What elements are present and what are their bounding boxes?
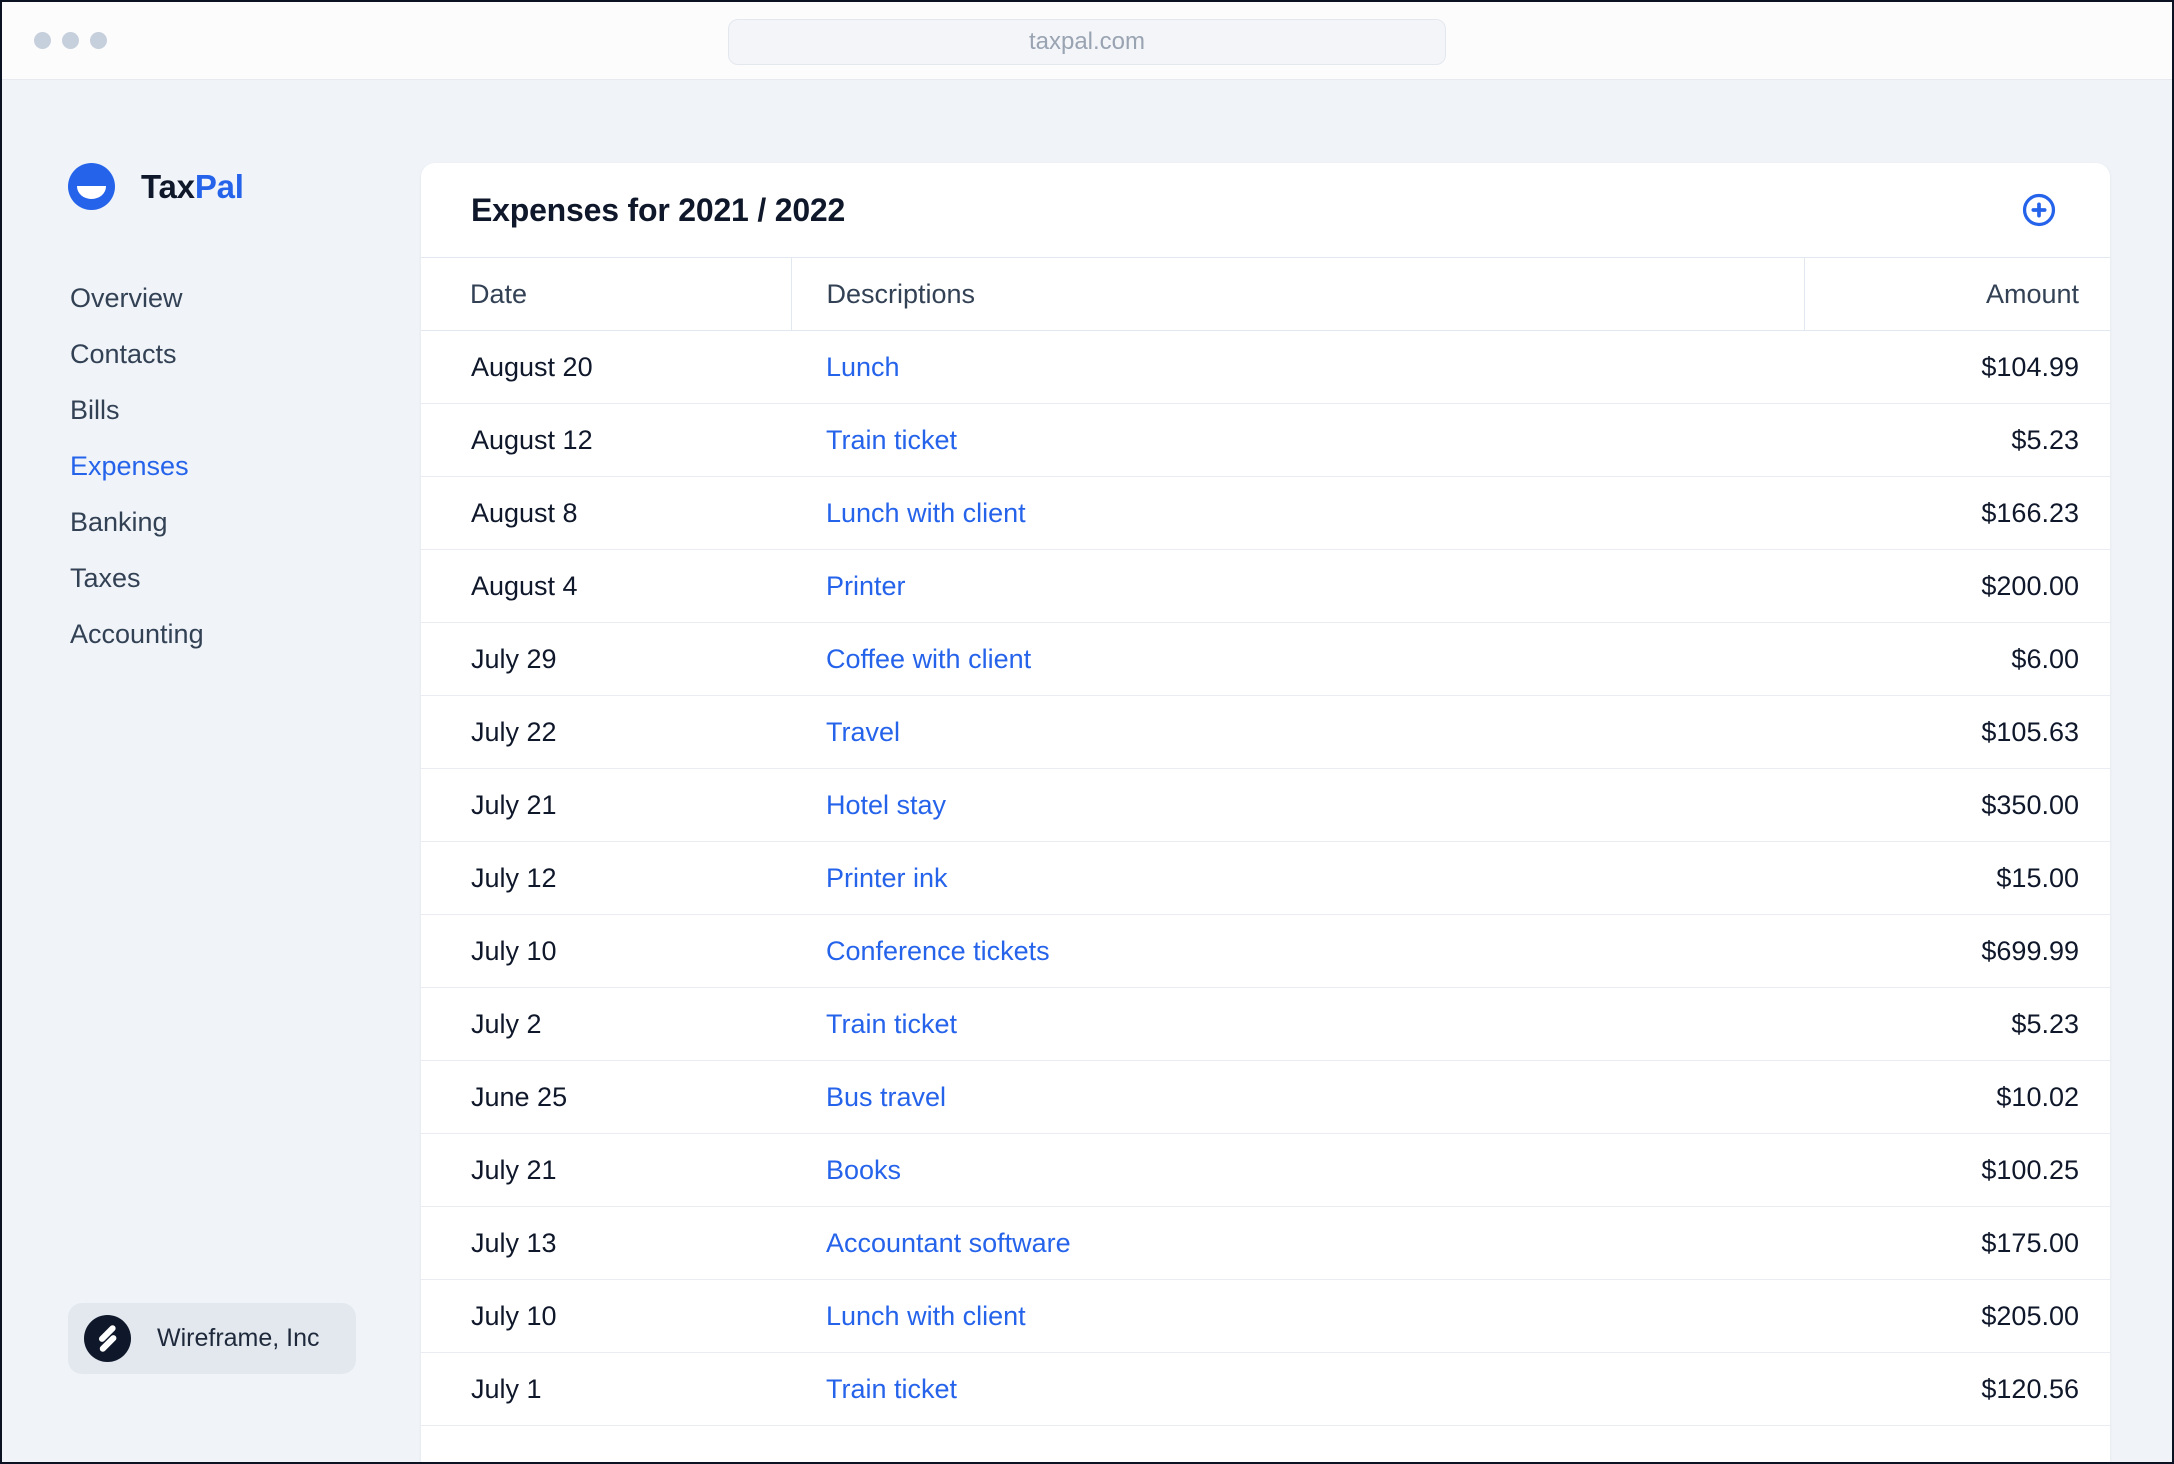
- table-row: July 2 Train ticket $5.23: [421, 987, 2110, 1061]
- sidebar-item-bills[interactable]: Bills: [70, 394, 120, 425]
- workspace-badge[interactable]: Wireframe, Inc: [68, 1303, 356, 1374]
- expense-description-link[interactable]: Lunch: [826, 351, 900, 382]
- expense-description-link[interactable]: Hotel stay: [826, 789, 947, 820]
- expense-date: August 8: [421, 476, 791, 550]
- expense-description-link[interactable]: Lunch with client: [826, 1300, 1026, 1331]
- expense-date: July 10: [421, 914, 791, 988]
- taxpal-logo-icon: [68, 163, 115, 210]
- add-expense-button[interactable]: [2022, 193, 2056, 227]
- expense-description-link[interactable]: Printer ink: [826, 862, 948, 893]
- expense-amount: $5.23: [1804, 987, 2110, 1061]
- table-row: July 22 Travel $105.63: [421, 695, 2110, 769]
- expense-description-link[interactable]: Train ticket: [826, 1373, 958, 1404]
- expense-description-link[interactable]: Train ticket: [826, 424, 958, 455]
- expense-date: July 12: [421, 841, 791, 915]
- expense-date: August 12: [421, 403, 791, 477]
- expense-date: August 20: [421, 330, 791, 404]
- sidebar-nav: Overview Contacts Bills Expenses Banking Taxe…: [70, 270, 204, 662]
- expense-date: July 13: [421, 1206, 791, 1280]
- table-header: Date Descriptions Amount: [421, 257, 2110, 331]
- expense-description-link[interactable]: Train ticket: [826, 1008, 958, 1039]
- expense-description-link[interactable]: Accountant software: [826, 1227, 1071, 1258]
- expense-date: July 22: [421, 695, 791, 769]
- expense-description-link[interactable]: Books: [826, 1154, 902, 1185]
- brand-name-secondary: Pal: [194, 167, 244, 205]
- expense-description-link[interactable]: Bus travel: [826, 1081, 947, 1112]
- table-row: July 13 Accountant software $175.00: [421, 1206, 2110, 1280]
- sidebar-item-expenses[interactable]: Expenses: [70, 450, 189, 481]
- expense-amount: $200.00: [1804, 549, 2110, 623]
- plus-circle-icon: [2022, 193, 2056, 227]
- card-header: Expenses for 2021 / 2022: [421, 163, 2110, 257]
- expense-amount: $166.23: [1804, 476, 2110, 550]
- expense-amount: $175.00: [1804, 1206, 2110, 1280]
- table-row: August 4 Printer $200.00: [421, 549, 2110, 623]
- table-body: August 20 Lunch $104.99 August 12 Train …: [421, 330, 2110, 1426]
- expense-amount: $205.00: [1804, 1279, 2110, 1353]
- logo-moon-shape: [77, 186, 106, 199]
- table-row: August 20 Lunch $104.99: [421, 330, 2110, 404]
- window-controls: [34, 2, 107, 79]
- window-dot[interactable]: [62, 32, 79, 49]
- expense-amount: $105.63: [1804, 695, 2110, 769]
- table-row: July 10 Conference tickets $699.99: [421, 914, 2110, 988]
- expense-description-link[interactable]: Travel: [826, 716, 901, 747]
- url-text: taxpal.com: [1028, 28, 1146, 55]
- expense-amount: $350.00: [1804, 768, 2110, 842]
- taxpal-logo[interactable]: TaxPal: [68, 163, 244, 210]
- expense-amount: $699.99: [1804, 914, 2110, 988]
- app-body: TaxPal Overview Contacts Bills Expenses Bank…: [2, 80, 2172, 1462]
- workspace-name: Wireframe, Inc: [157, 1324, 320, 1352]
- table-row: July 21 Books $100.25: [421, 1133, 2110, 1207]
- expenses-table: Date Descriptions Amount August 20 Lunch…: [421, 257, 2110, 1426]
- sidebar-item-accounting[interactable]: Accounting: [70, 618, 204, 649]
- wireframe-logo-icon: [84, 1315, 131, 1362]
- sidebar-item-banking[interactable]: Banking: [70, 506, 168, 537]
- expense-amount: $15.00: [1804, 841, 2110, 915]
- sidebar-item-overview[interactable]: Overview: [70, 282, 183, 313]
- expense-date: June 25: [421, 1060, 791, 1134]
- table-row: July 29 Coffee with client $6.00: [421, 622, 2110, 696]
- table-row: July 21 Hotel stay $350.00: [421, 768, 2110, 842]
- window-dot[interactable]: [90, 32, 107, 49]
- expense-date: July 2: [421, 987, 791, 1061]
- sidebar-item-contacts[interactable]: Contacts: [70, 338, 177, 369]
- table-row: June 25 Bus travel $10.02: [421, 1060, 2110, 1134]
- brand-name: TaxPal: [141, 168, 244, 206]
- expense-date: July 21: [421, 768, 791, 842]
- column-header-descriptions: Descriptions: [790, 257, 1804, 331]
- sidebar-item-taxes[interactable]: Taxes: [70, 562, 141, 593]
- table-row: July 10 Lunch with client $205.00: [421, 1279, 2110, 1353]
- table-row: July 12 Printer ink $15.00: [421, 841, 2110, 915]
- expense-date: July 10: [421, 1279, 791, 1353]
- expenses-card: Expenses for 2021 / 2022 Date Descriptio…: [421, 163, 2110, 1462]
- expense-amount: $100.25: [1804, 1133, 2110, 1207]
- expense-description-link[interactable]: Printer: [826, 570, 906, 601]
- expense-date: July 29: [421, 622, 791, 696]
- url-bar[interactable]: taxpal.com: [728, 19, 1446, 65]
- expense-amount: $6.00: [1804, 622, 2110, 696]
- expense-description-link[interactable]: Conference tickets: [826, 935, 1050, 966]
- browser-topbar: taxpal.com: [2, 2, 2172, 80]
- window-dot[interactable]: [34, 32, 51, 49]
- expense-amount: $104.99: [1804, 330, 2110, 404]
- expense-amount: $5.23: [1804, 403, 2110, 477]
- table-row: August 8 Lunch with client $166.23: [421, 476, 2110, 550]
- expense-date: July 21: [421, 1133, 791, 1207]
- expense-date: August 4: [421, 549, 791, 623]
- expense-description-link[interactable]: Coffee with client: [826, 643, 1032, 674]
- expense-amount: $10.02: [1804, 1060, 2110, 1134]
- brand-name-primary: Tax: [141, 167, 195, 205]
- sidebar: TaxPal Overview Contacts Bills Expenses Bank…: [2, 80, 419, 1462]
- expense-description-link[interactable]: Lunch with client: [826, 497, 1026, 528]
- table-row: August 12 Train ticket $5.23: [421, 403, 2110, 477]
- page-title: Expenses for 2021 / 2022: [471, 191, 846, 228]
- expense-date: July 1: [421, 1352, 791, 1426]
- column-header-date: Date: [421, 257, 791, 331]
- table-row: July 1 Train ticket $120.56: [421, 1352, 2110, 1426]
- column-header-amount: Amount: [1803, 257, 2110, 331]
- expense-amount: $120.56: [1804, 1352, 2110, 1426]
